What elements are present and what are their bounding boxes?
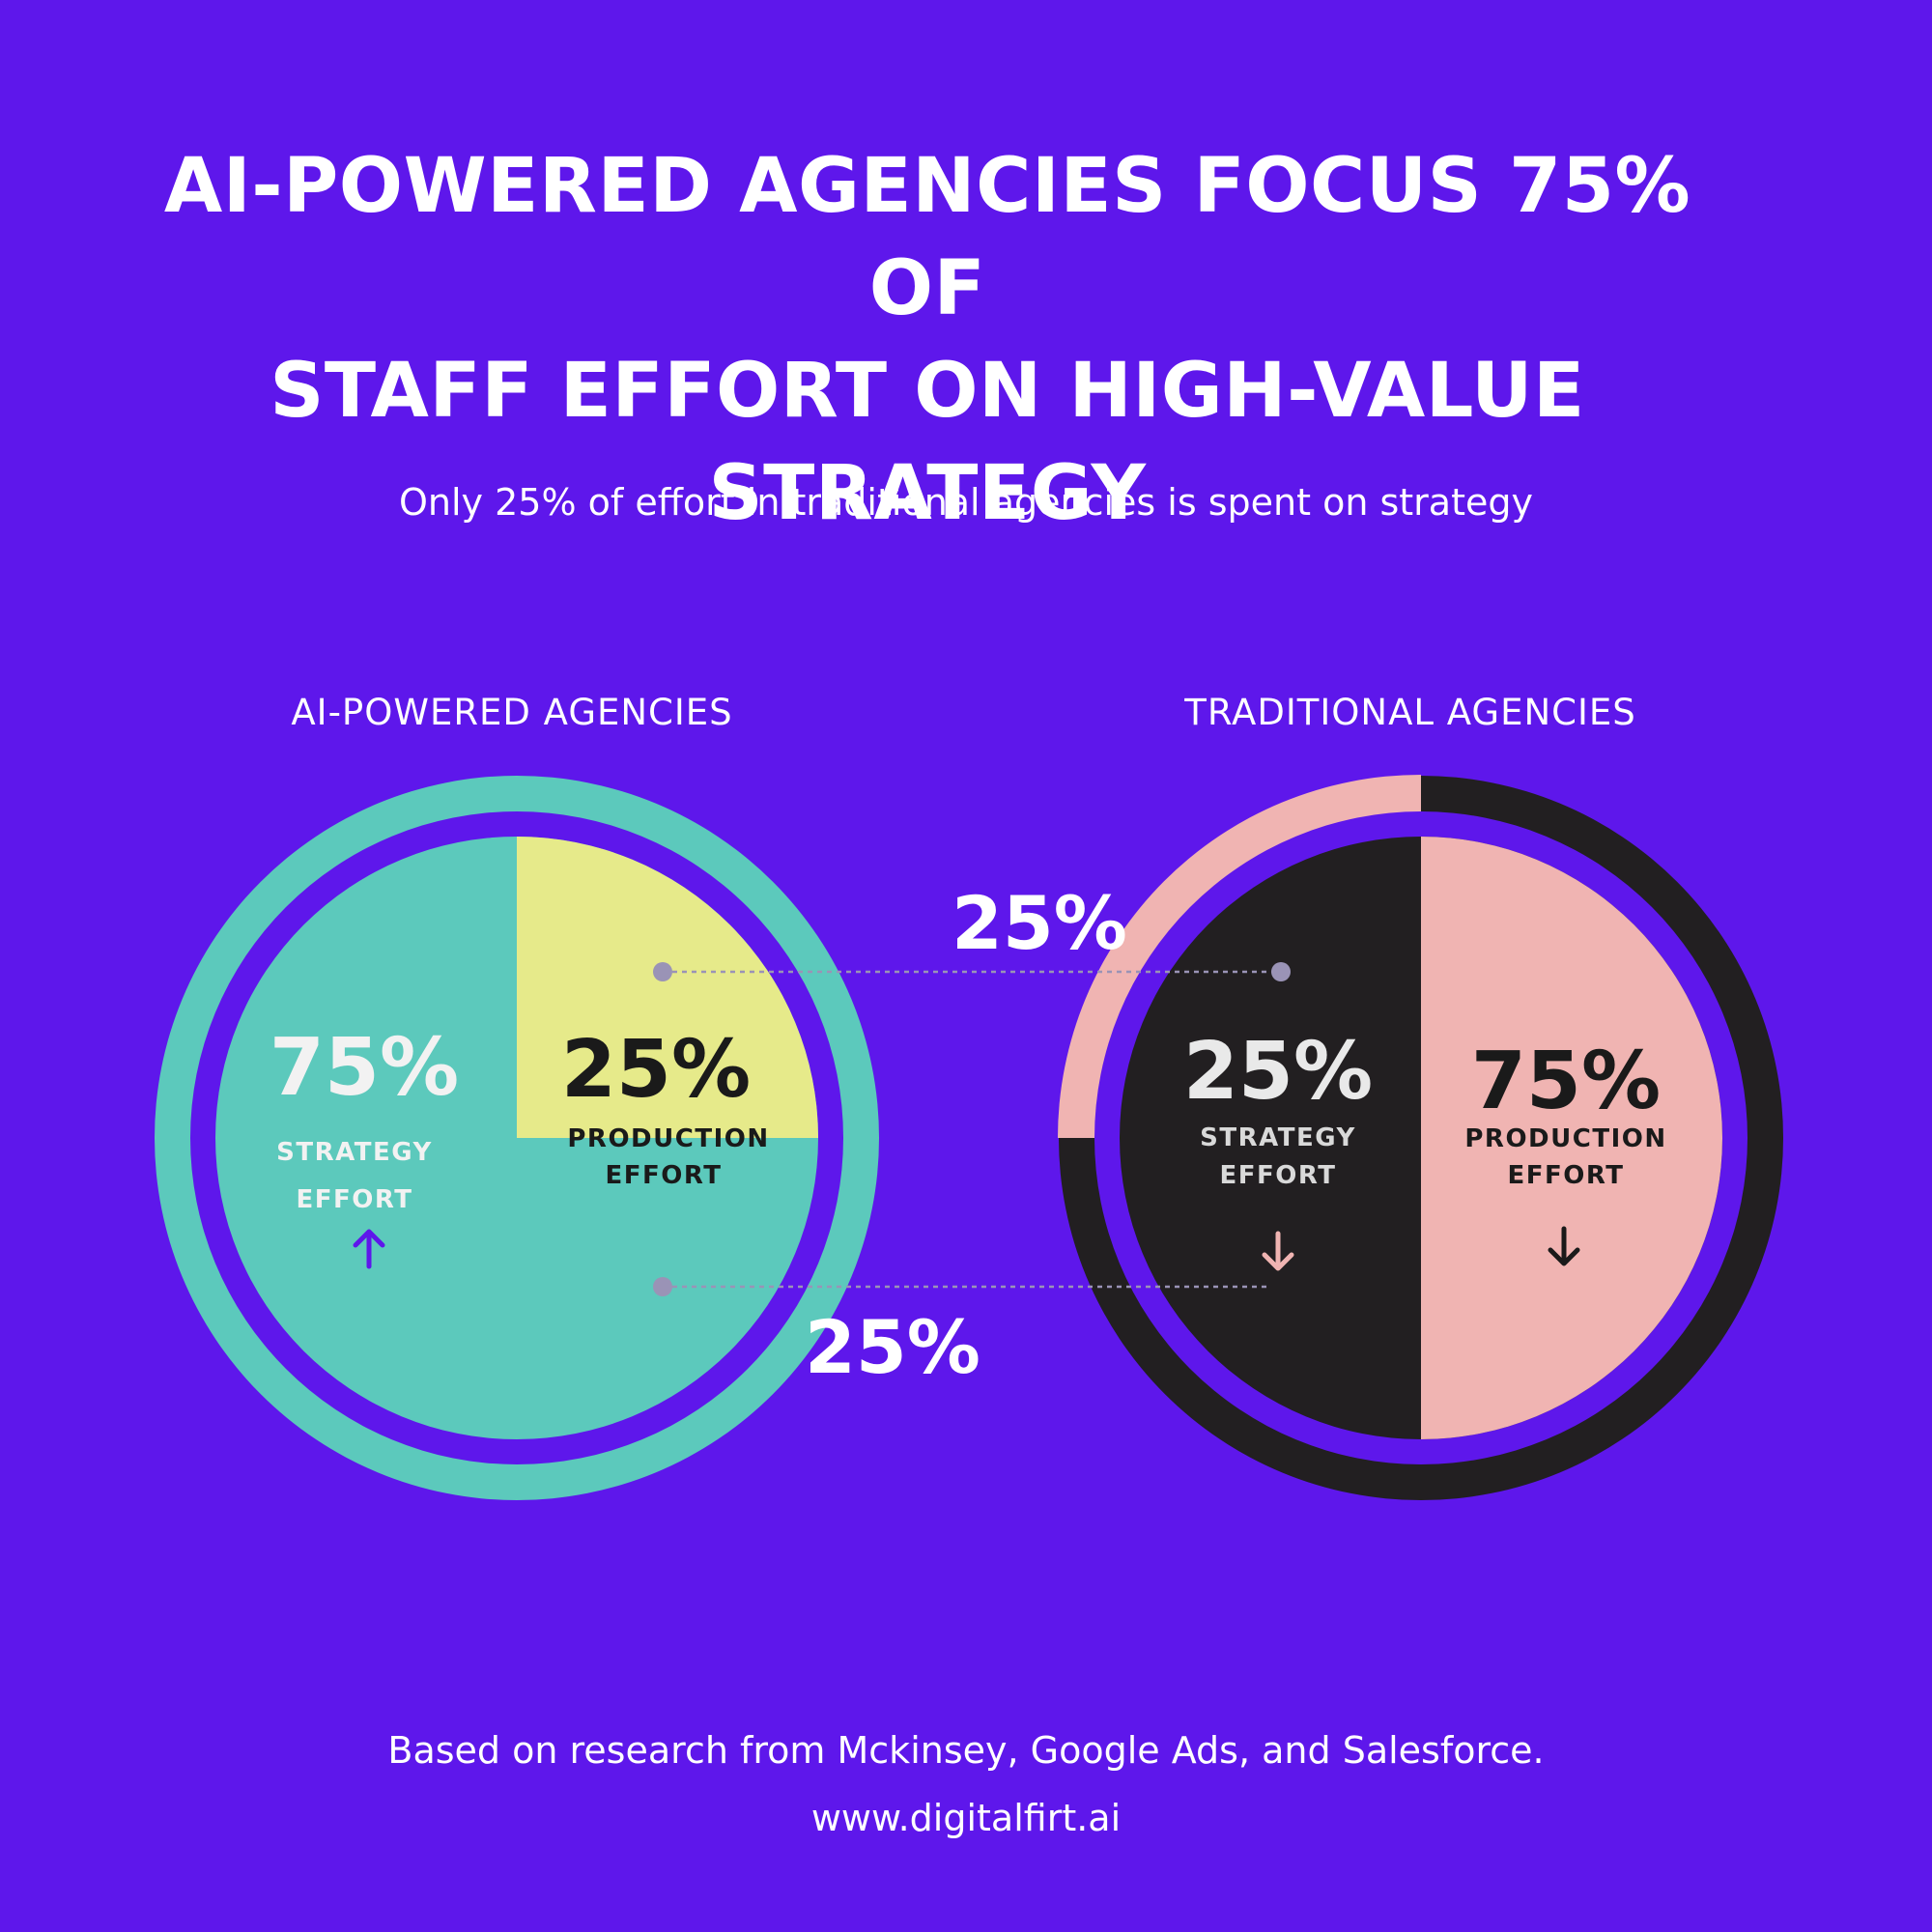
trad-strategy-value: 25%: [1183, 1026, 1373, 1118]
trad-strategy-label-line-1: STRATEGY: [1200, 1123, 1356, 1152]
ai-strategy-arrow-up-icon: [353, 1229, 385, 1269]
connector-dot-bottom-left: [653, 1277, 672, 1296]
title-line-3: STRATEGY: [708, 450, 1147, 537]
ai-strategy-label-line-1: STRATEGY: [276, 1138, 433, 1167]
trad-production-label-line-1: PRODUCTION: [1464, 1124, 1666, 1153]
trad-production-label-line-2: EFFORT: [1508, 1161, 1625, 1190]
trad-strategy-arrow-down-icon: [1262, 1231, 1294, 1271]
ai-production-label-line-2: EFFORT: [606, 1161, 723, 1190]
ai-slice-production: [517, 837, 818, 1138]
connector-dot-top-left: [653, 962, 672, 981]
ai-strategy-value: 75%: [270, 1022, 459, 1114]
page-title: AI-POWERED AGENCIES FOCUS 75% OF STAFF E…: [97, 135, 1758, 545]
trad-production-value: 75%: [1471, 1036, 1661, 1127]
subtitle: Only 25% of effort in traditional agenci…: [399, 481, 1533, 524]
ai-production-label-line-1: PRODUCTION: [567, 1124, 769, 1153]
title-line-2: STAFF EFFORT ON HIGH-VALUE: [270, 348, 1585, 435]
trad-strategy-label-line-2: EFFORT: [1220, 1161, 1337, 1190]
connector-dot-top-right: [1271, 962, 1291, 981]
ai-production-value: 25%: [561, 1024, 751, 1116]
annotation-bottom-value: 25%: [805, 1304, 980, 1390]
ai-agencies-label: AI-POWERED AGENCIES: [291, 692, 733, 733]
trad-slice-production: [1421, 837, 1722, 1439]
traditional-agencies-label: TRADITIONAL AGENCIES: [1184, 692, 1636, 733]
annotation-top-value: 25%: [952, 880, 1127, 966]
trad-production-arrow-down-icon: [1548, 1226, 1580, 1266]
footer-source: Based on research from Mckinsey, Google …: [387, 1729, 1545, 1772]
footer-url: www.digitalfirt.ai: [810, 1797, 1122, 1839]
ai-strategy-label-line-2: EFFORT: [297, 1185, 413, 1214]
title-line-1: AI-POWERED AGENCIES FOCUS 75% OF: [163, 143, 1691, 332]
